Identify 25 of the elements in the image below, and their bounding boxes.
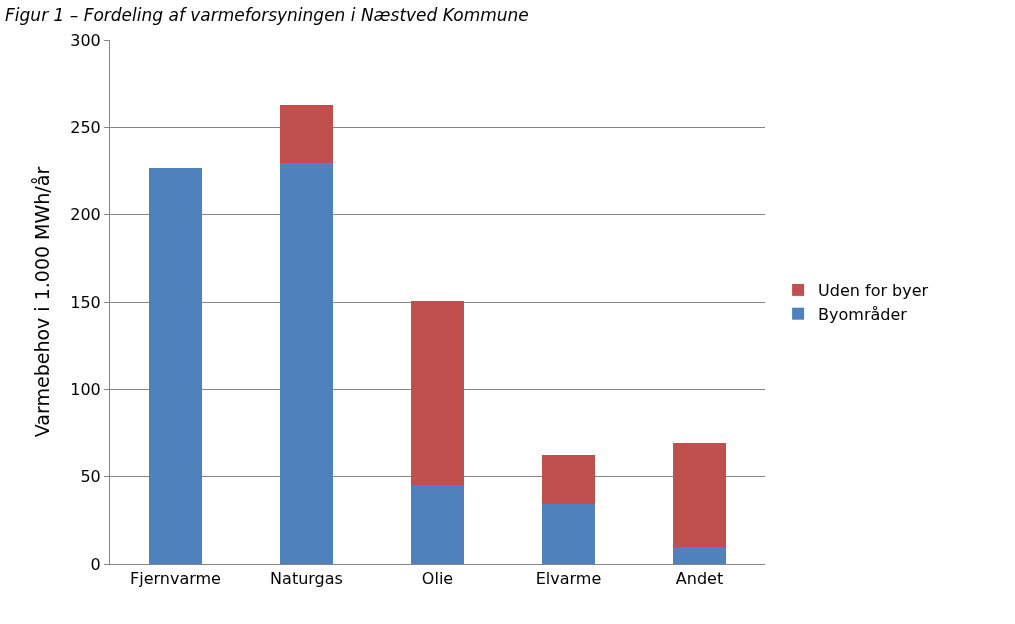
y-tick-label: 250: [70, 117, 101, 137]
x-tick-label: Elvarme: [535, 569, 602, 589]
bar: [280, 163, 333, 564]
x-tick-label: Andet: [675, 569, 724, 589]
x-tick-label: Fjernvarme: [130, 569, 221, 589]
bar: [673, 442, 726, 548]
y-axis-title: Varmebehov i 1.000 MWh/år: [31, 166, 54, 438]
bar: [542, 454, 595, 504]
chart-title: Figur 1 – Fordeling af varmeforsyningen i Næstved Kommune: [5, 5, 529, 26]
legend-label: Uden for byer: [818, 281, 929, 301]
x-tick-label: Olie: [421, 569, 454, 589]
legend-label: Byområder: [818, 304, 908, 324]
bar: [411, 301, 464, 486]
y-tick-label: 0: [90, 554, 101, 574]
y-tick-label: 100: [70, 379, 101, 399]
y-tick-label: 150: [70, 292, 101, 312]
x-tick-label: Naturgas: [270, 569, 343, 589]
bar: [673, 547, 726, 564]
y-tick-label: 50: [80, 467, 101, 487]
y-tick-label: 300: [70, 30, 101, 50]
bar: [542, 503, 595, 564]
bar: [280, 104, 333, 164]
bar: [411, 485, 464, 564]
bar: [149, 167, 202, 564]
y-tick-label: 200: [70, 205, 101, 225]
